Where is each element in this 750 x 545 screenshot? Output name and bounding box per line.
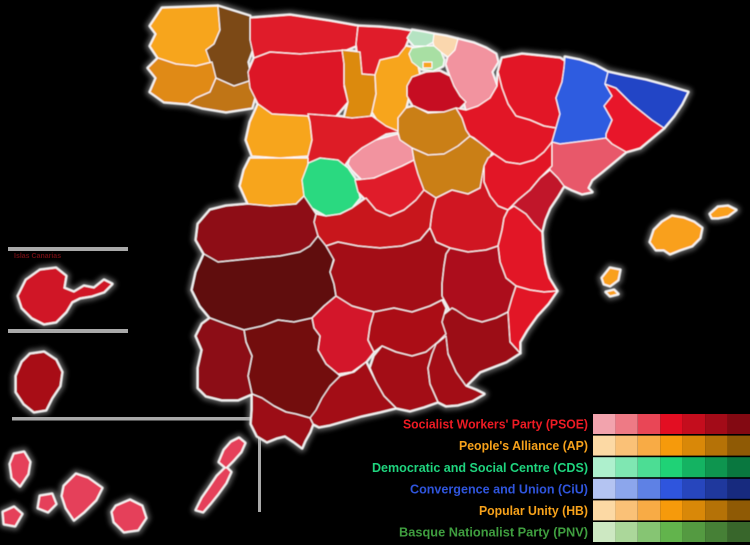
svg-text:People's Alliance (AP): People's Alliance (AP) xyxy=(459,438,588,453)
svg-text:Islas Canarias: Islas Canarias xyxy=(14,253,61,260)
svg-text:Basque Nationalist Party (PNV): Basque Nationalist Party (PNV) xyxy=(399,525,588,540)
svg-text:Democratic and Social Centre (: Democratic and Social Centre (CDS) xyxy=(372,460,588,475)
svg-text:Convergence and Union (CiU): Convergence and Union (CiU) xyxy=(410,481,588,496)
svg-text:Popular Unity (HB): Popular Unity (HB) xyxy=(479,503,588,518)
svg-text:Socialist Workers' Party (PSOE: Socialist Workers' Party (PSOE) xyxy=(403,417,588,432)
